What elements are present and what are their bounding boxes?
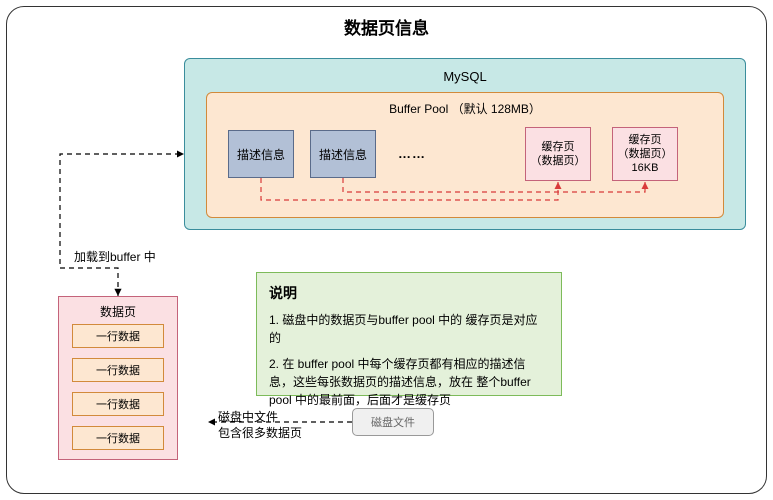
disk-label-l1: 磁盘中文件 (218, 410, 278, 424)
disk-label-l2: 包含很多数据页 (218, 426, 302, 440)
load-label: 加载到buffer 中 (74, 248, 156, 265)
mysql-label: MySQL (185, 69, 745, 84)
main-title: 数据页信息 (0, 14, 773, 39)
cache-line2: （数据页） (531, 154, 586, 168)
disk-label: 磁盘中文件 包含很多数据页 (218, 410, 302, 441)
desc-box-2: 描述信息 (310, 130, 376, 178)
data-row-4: 一行数据 (72, 426, 164, 450)
cache-line1b: 缓存页 (629, 133, 662, 147)
explain-item-2: 2. 在 buffer pool 中每个缓存页都有相应的描述信息，这些每张数据页… (269, 355, 549, 409)
cache-box-1: 缓存页 （数据页） (525, 127, 591, 181)
explain-box: 说明 1. 磁盘中的数据页与buffer pool 中的 缓存页是对应的 2. … (256, 272, 562, 396)
data-row-1: 一行数据 (72, 324, 164, 348)
disk-file-box: 磁盘文件 (352, 408, 434, 436)
cache-line2b: （数据页） (618, 147, 673, 161)
buffer-pool-label: Buffer Pool （默认 128MB） (207, 100, 723, 117)
cache-line1: 缓存页 (542, 140, 575, 154)
cache-box-2: 缓存页 （数据页） 16KB (612, 127, 678, 181)
explain-item-1: 1. 磁盘中的数据页与buffer pool 中的 缓存页是对应的 (269, 311, 549, 347)
ellipsis: …… (398, 146, 426, 161)
explain-title: 说明 (269, 283, 549, 303)
data-page-title: 数据页 (59, 303, 177, 320)
desc-box-1: 描述信息 (228, 130, 294, 178)
cache-line3b: 16KB (632, 161, 659, 175)
data-row-2: 一行数据 (72, 358, 164, 382)
data-row-3: 一行数据 (72, 392, 164, 416)
